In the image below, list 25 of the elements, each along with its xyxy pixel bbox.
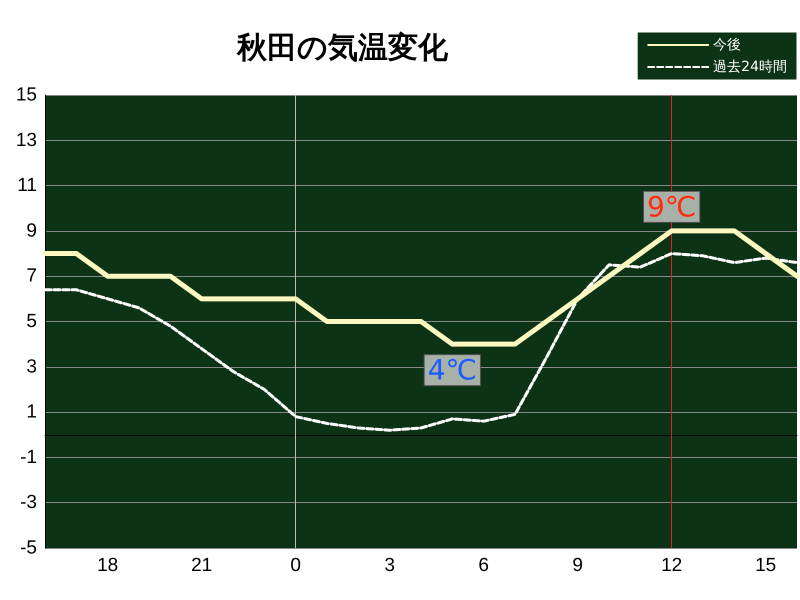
y-tick-label: 13 xyxy=(16,130,37,151)
x-tick-label: 3 xyxy=(384,555,395,576)
y-tick-label: 9 xyxy=(26,220,37,242)
y-tick-label: -5 xyxy=(20,538,37,558)
y-tick-label: 7 xyxy=(26,266,37,287)
x-tick-label: 21 xyxy=(191,555,212,576)
x-tick-label: 18 xyxy=(97,555,118,576)
legend-label: 今後 xyxy=(713,37,742,53)
x-tick-label: 9 xyxy=(572,555,583,576)
y-tick-label: 3 xyxy=(26,356,37,378)
y-tick-label: 1 xyxy=(26,402,37,423)
annotation: 9℃ xyxy=(647,190,696,224)
chart-title: 秋田の気温変化 xyxy=(236,30,449,66)
y-tick-label: 5 xyxy=(26,311,37,332)
annotation: 4℃ xyxy=(428,354,477,387)
x-tick-label: 15 xyxy=(755,555,776,576)
x-tick-label: 6 xyxy=(478,555,489,576)
y-tick-label: 15 xyxy=(16,84,37,106)
legend-label: 過去24時間 xyxy=(713,59,788,75)
line-series xyxy=(44,252,798,432)
y-tick-label: 11 xyxy=(17,175,37,196)
x-tick-label: 12 xyxy=(661,555,682,576)
y-tick-label: -1 xyxy=(20,446,37,468)
y-tick-label: -3 xyxy=(20,492,37,514)
x-tick-label: 0 xyxy=(290,555,301,576)
